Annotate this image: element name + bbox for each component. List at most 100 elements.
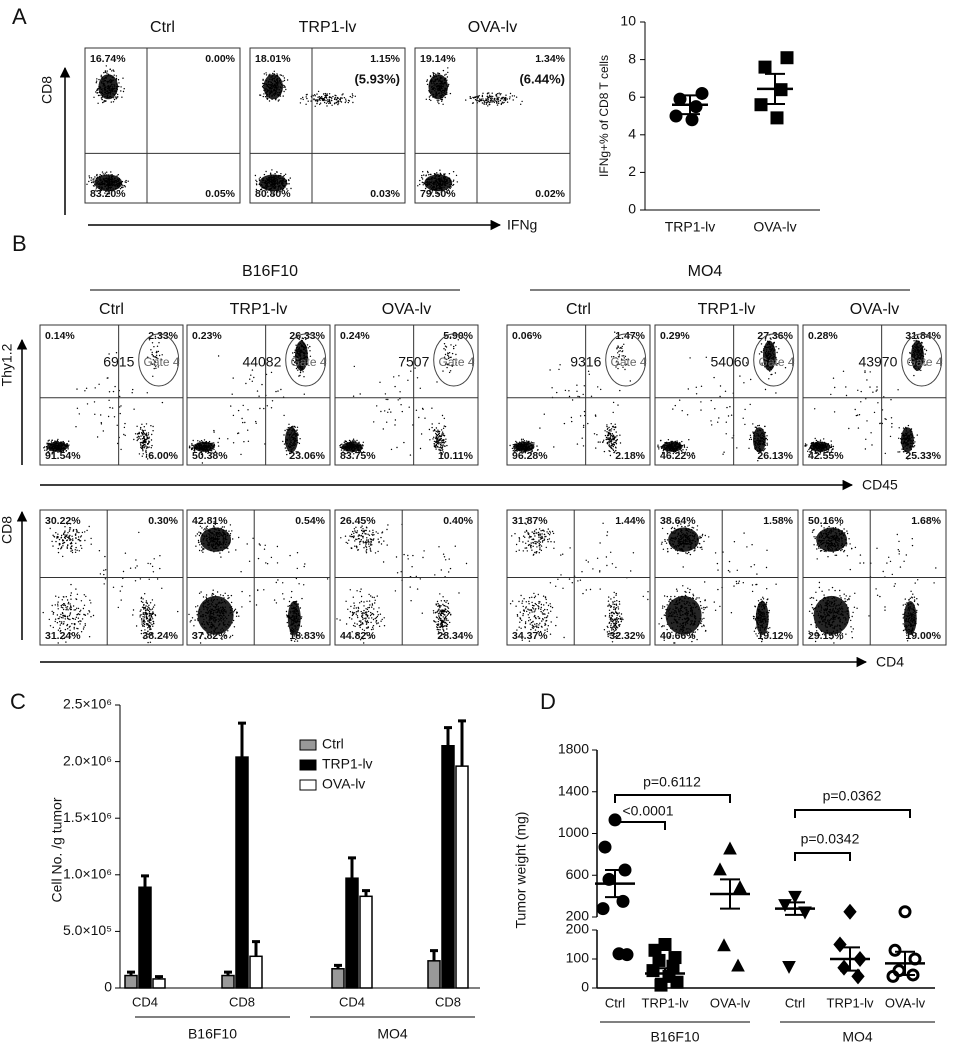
event-dot: [332, 95, 334, 98]
event-dot: [435, 436, 438, 439]
event-dot: [69, 534, 71, 537]
event-dot: [285, 442, 287, 444]
quadrant-percent: 5.90%: [443, 330, 473, 342]
event-dot: [262, 179, 264, 181]
event-dot: [99, 186, 101, 188]
event-dot: [272, 78, 274, 80]
event-dot: [742, 417, 744, 419]
event-dot: [202, 442, 205, 444]
event-dot: [147, 432, 150, 434]
event-dot: [431, 407, 433, 409]
event-dot: [42, 611, 44, 614]
event-dot: [427, 181, 429, 184]
event-dot: [814, 408, 816, 410]
event-dot: [444, 345, 447, 347]
event-dot: [90, 177, 93, 179]
event-dot: [107, 177, 110, 180]
event-dot: [438, 178, 441, 181]
event-dot: [69, 603, 71, 605]
event-dot: [714, 408, 716, 410]
event-dot: [286, 188, 288, 190]
event-dot: [480, 98, 483, 100]
event-dot: [673, 443, 676, 445]
event-dot: [118, 182, 120, 184]
event-dot: [276, 181, 279, 183]
event-dot: [433, 444, 436, 446]
event-dot: [112, 178, 114, 181]
event-dot: [435, 91, 437, 93]
event-dot: [435, 96, 437, 98]
event-dot: [47, 444, 50, 446]
event-dot: [104, 77, 106, 79]
event-dot: [282, 75, 284, 77]
event-dot: [904, 445, 906, 447]
event-dot: [280, 190, 282, 192]
event-dot: [282, 80, 284, 83]
event-dot: [490, 97, 493, 99]
event-dot: [213, 431, 215, 433]
event-dot: [339, 100, 342, 102]
event-dot: [447, 177, 449, 179]
event-dot: [92, 178, 94, 180]
event-dot: [59, 620, 61, 623]
event-dot: [109, 406, 111, 409]
event-dot: [118, 190, 120, 192]
event-dot: [724, 390, 727, 392]
event-dot: [146, 458, 149, 460]
event-dot: [530, 441, 533, 443]
event-dot: [914, 441, 916, 443]
event-dot: [921, 342, 923, 344]
event-dot: [766, 439, 768, 441]
event-dot: [436, 381, 438, 383]
event-dot: [428, 91, 431, 93]
event-dot: [442, 444, 444, 446]
event-dot: [83, 604, 86, 606]
event-dot: [271, 84, 273, 86]
event-dot: [157, 358, 159, 360]
event-dot: [255, 420, 257, 423]
event-dot: [140, 443, 142, 445]
event-dot: [147, 606, 149, 608]
event-dot: [104, 182, 106, 185]
event-dot: [210, 444, 213, 447]
event-dot: [273, 185, 275, 187]
event-dot: [524, 445, 526, 448]
event-dot: [340, 446, 343, 449]
event-dot: [136, 425, 138, 427]
event-dot: [76, 607, 78, 609]
event-dot: [316, 102, 318, 105]
event-dot: [109, 86, 111, 89]
event-dot: [488, 101, 490, 104]
event-dot: [113, 416, 116, 418]
event-dot: [57, 533, 59, 535]
event-dot: [123, 426, 126, 429]
event-dot: [71, 549, 74, 551]
event-dot: [419, 179, 421, 182]
event-dot: [271, 76, 273, 78]
event-dot: [115, 75, 118, 77]
event-dot: [556, 391, 558, 394]
event-dot: [144, 441, 146, 443]
event-dot: [288, 435, 291, 437]
event-dot: [271, 185, 273, 187]
event-dot: [519, 441, 521, 443]
event-dot: [755, 442, 757, 444]
event-dot: [276, 179, 279, 181]
event-dot: [117, 79, 120, 81]
event-dot: [258, 179, 261, 182]
event-dot: [113, 98, 116, 101]
event-dot: [407, 379, 409, 381]
event-dot: [297, 369, 299, 371]
event-dot: [481, 94, 484, 97]
event-dot: [759, 443, 762, 446]
event-dot: [360, 446, 362, 449]
event-dot: [303, 343, 305, 345]
event-dot: [485, 103, 488, 105]
event-dot: [857, 389, 859, 391]
event-dot: [415, 409, 418, 411]
event-dot: [439, 77, 442, 80]
event-dot: [906, 441, 909, 443]
event-dot: [265, 180, 267, 182]
event-dot: [612, 411, 614, 414]
event-dot: [283, 174, 285, 177]
